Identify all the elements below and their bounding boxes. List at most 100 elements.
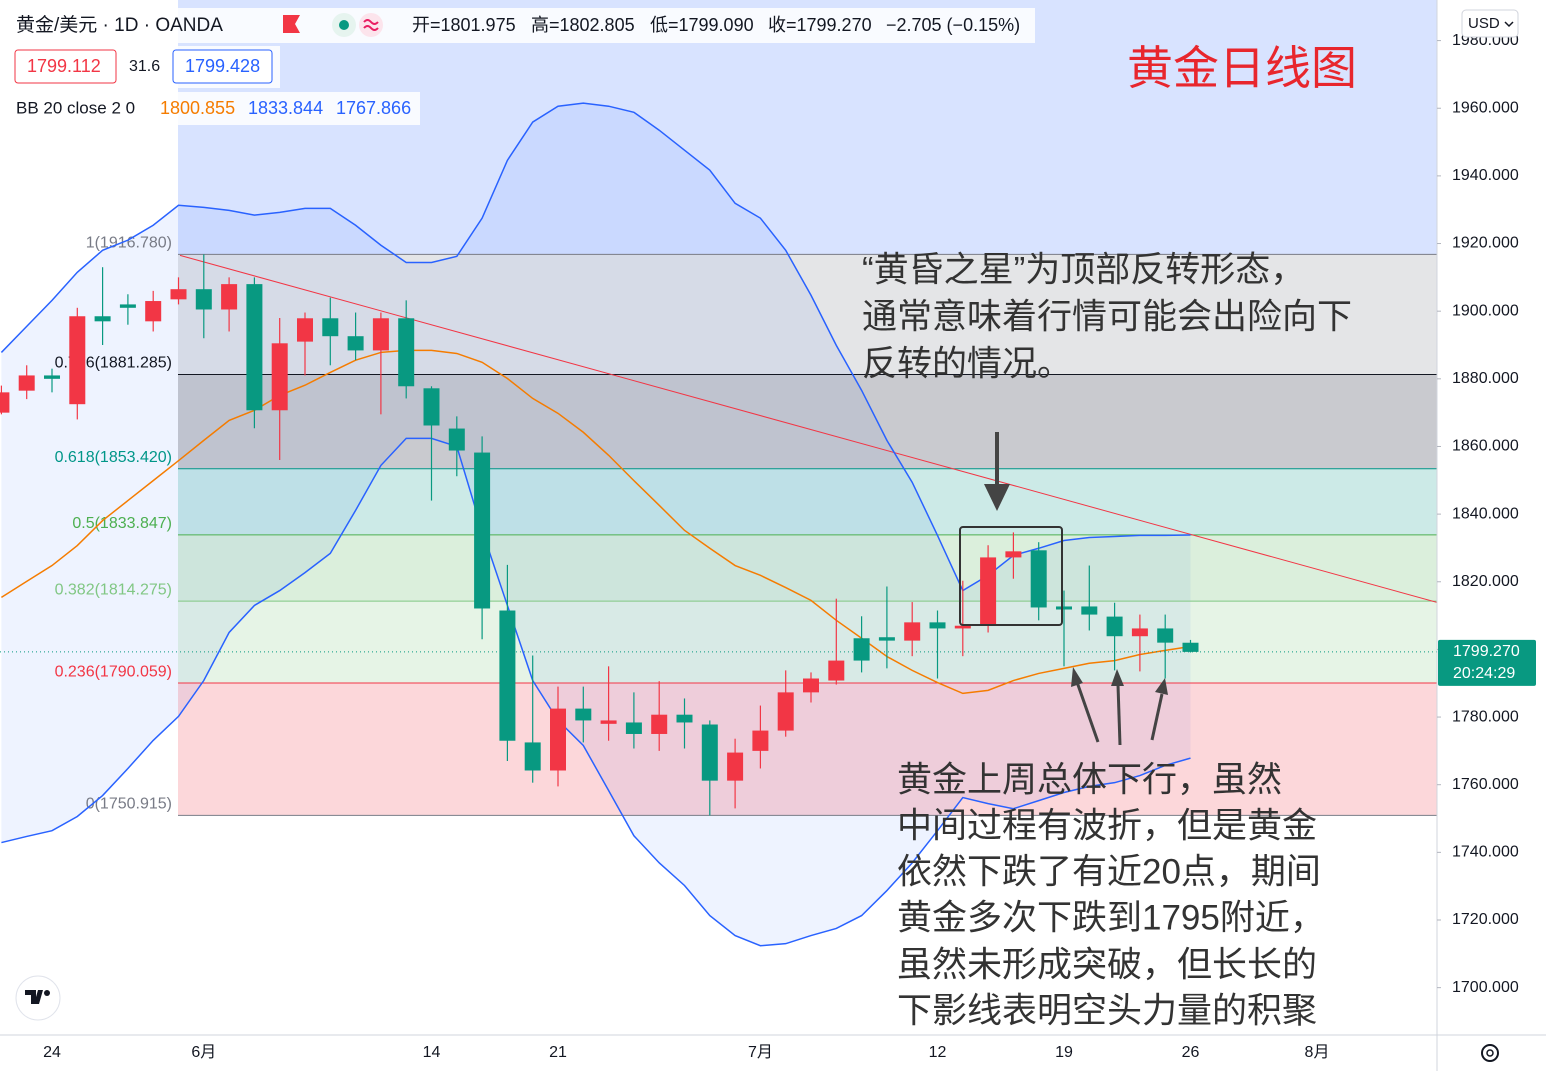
y-tick-label: 1720.000 [1452, 911, 1519, 928]
fib-zone [178, 534, 1437, 602]
price-axis [1437, 0, 1546, 1071]
candle-body [94, 316, 111, 322]
fib-label: 0.382(1814.275) [55, 581, 172, 598]
candle-body [929, 622, 946, 629]
fib-label: 0.236(1790.059) [55, 663, 172, 680]
x-tick-label: 14 [423, 1044, 441, 1061]
plot-area: 1(1916.780)0.786(1881.285)0.618(1853.420… [0, 0, 1437, 947]
arrow-head [1071, 667, 1083, 687]
fib-zone [178, 683, 1437, 816]
y-tick-label: 1860.000 [1452, 438, 1519, 455]
candle-body [600, 720, 617, 724]
candle-body [372, 318, 389, 351]
y-tick-label: 1960.000 [1452, 99, 1519, 116]
fib-label: 0(1750.915) [86, 796, 172, 813]
candle-body [878, 637, 895, 641]
candle-body [170, 289, 187, 300]
y-tick-label: 1740.000 [1452, 844, 1519, 861]
bid-box[interactable] [14, 49, 117, 84]
currency-button[interactable] [1461, 9, 1519, 38]
arrow-head [1155, 678, 1168, 695]
ohlc-close: 收=1799.270 [768, 15, 872, 35]
candle-body [803, 678, 819, 693]
candle-body [499, 610, 516, 741]
y-tick-label: 1840.000 [1452, 505, 1519, 522]
arrow-head [1111, 669, 1124, 686]
candle-body [18, 375, 35, 391]
note-line: 通常意味着行情可能会出险向下 [862, 297, 1352, 336]
x-tick-label: 12 [929, 1044, 947, 1061]
candle-body [398, 318, 415, 387]
legend: 黄金/美元 · 1D · OANDA 开=1801.975 高=1802.805… [8, 8, 1035, 125]
y-tick-label: 1820.000 [1452, 573, 1519, 590]
x-tick-label: 7月 [748, 1044, 773, 1061]
candle-body [651, 714, 668, 734]
y-tick-label: 1900.000 [1452, 302, 1519, 319]
y-tick-label: 1880.000 [1452, 370, 1519, 387]
candle-body [777, 692, 794, 731]
candle-body [1081, 606, 1098, 615]
annotations: 黄金日线图 “黄昏之星”为顶部反转形态， 通常意味着行情可能会出险向下 反转的情… [862, 42, 1357, 1030]
candle-body [246, 284, 263, 411]
spread: 31.6 [129, 58, 160, 75]
y-tick-label: 1760.000 [1452, 776, 1519, 793]
arrow [1150, 693, 1164, 741]
note-line: 下影线表明空头力量的积聚 [897, 991, 1317, 1030]
logo-dot [44, 990, 50, 996]
x-tick-label: 6月 [191, 1044, 216, 1061]
ask-box[interactable] [172, 49, 273, 84]
y-tick-label: 1940.000 [1452, 167, 1519, 184]
time-axis [0, 1035, 1546, 1071]
candle-body [575, 708, 592, 721]
fib-label: 1(1916.780) [86, 235, 172, 252]
candle-body [676, 714, 693, 723]
candle-body [1056, 606, 1072, 610]
candle-body [448, 428, 465, 451]
candle-body [1182, 642, 1199, 652]
settings-icon[interactable] [1481, 1044, 1499, 1062]
logo-glyph [25, 990, 43, 1004]
candle-body [1005, 551, 1022, 558]
note-line: 依然下跌了有近20点，期间 [897, 852, 1321, 891]
candle-body [752, 730, 769, 751]
countdown: 20:24:29 [1453, 665, 1515, 682]
candle-body [322, 318, 339, 337]
settings-icon-core [1486, 1049, 1494, 1057]
candle-body [1030, 550, 1047, 608]
symbol-title: 黄金/美元 · 1D · OANDA [16, 14, 223, 36]
indicator-value: 1800.855 [160, 98, 235, 118]
fib-zone [178, 254, 1437, 375]
candle-body [828, 660, 845, 681]
wave-icon[interactable] [359, 13, 383, 37]
fib-zone [178, 468, 1437, 535]
candle-body [904, 622, 921, 641]
candle-body [423, 388, 440, 426]
fib-label: 0.5(1833.847) [72, 515, 172, 532]
wave-glyph [363, 19, 379, 31]
flag-icon[interactable] [283, 15, 300, 33]
x-tick-label: 26 [1182, 1044, 1200, 1061]
y-tick-label: 1780.000 [1452, 708, 1519, 725]
candle-body [1157, 628, 1174, 643]
dropdown-caret [1504, 21, 1514, 28]
y-tick-label: 1700.000 [1452, 979, 1519, 996]
candle-body [195, 289, 212, 310]
candle-body [701, 724, 718, 781]
note-line: 虽然未形成突破，但长长的 [897, 945, 1317, 984]
arrow [1075, 681, 1100, 743]
candle-body [221, 284, 238, 310]
note-line: “黄昏之星”为顶部反转形态， [862, 250, 1305, 289]
candle-body [1106, 616, 1123, 637]
x-tick-label: 8月 [1305, 1044, 1330, 1061]
y-tick-label: 1920.000 [1452, 235, 1519, 252]
fib-zone [178, 374, 1437, 469]
note-line: 中间过程有波折，但是黄金 [897, 806, 1317, 845]
ohlc-open: 开=1801.975 [412, 15, 516, 35]
chart-title: 黄金日线图 [1127, 42, 1357, 94]
bollinger-lower [1, 437, 1191, 947]
bid: 1799.112 [27, 56, 101, 76]
trend-line [179, 254, 1437, 603]
ohlc-low: 低=1799.090 [650, 15, 754, 35]
